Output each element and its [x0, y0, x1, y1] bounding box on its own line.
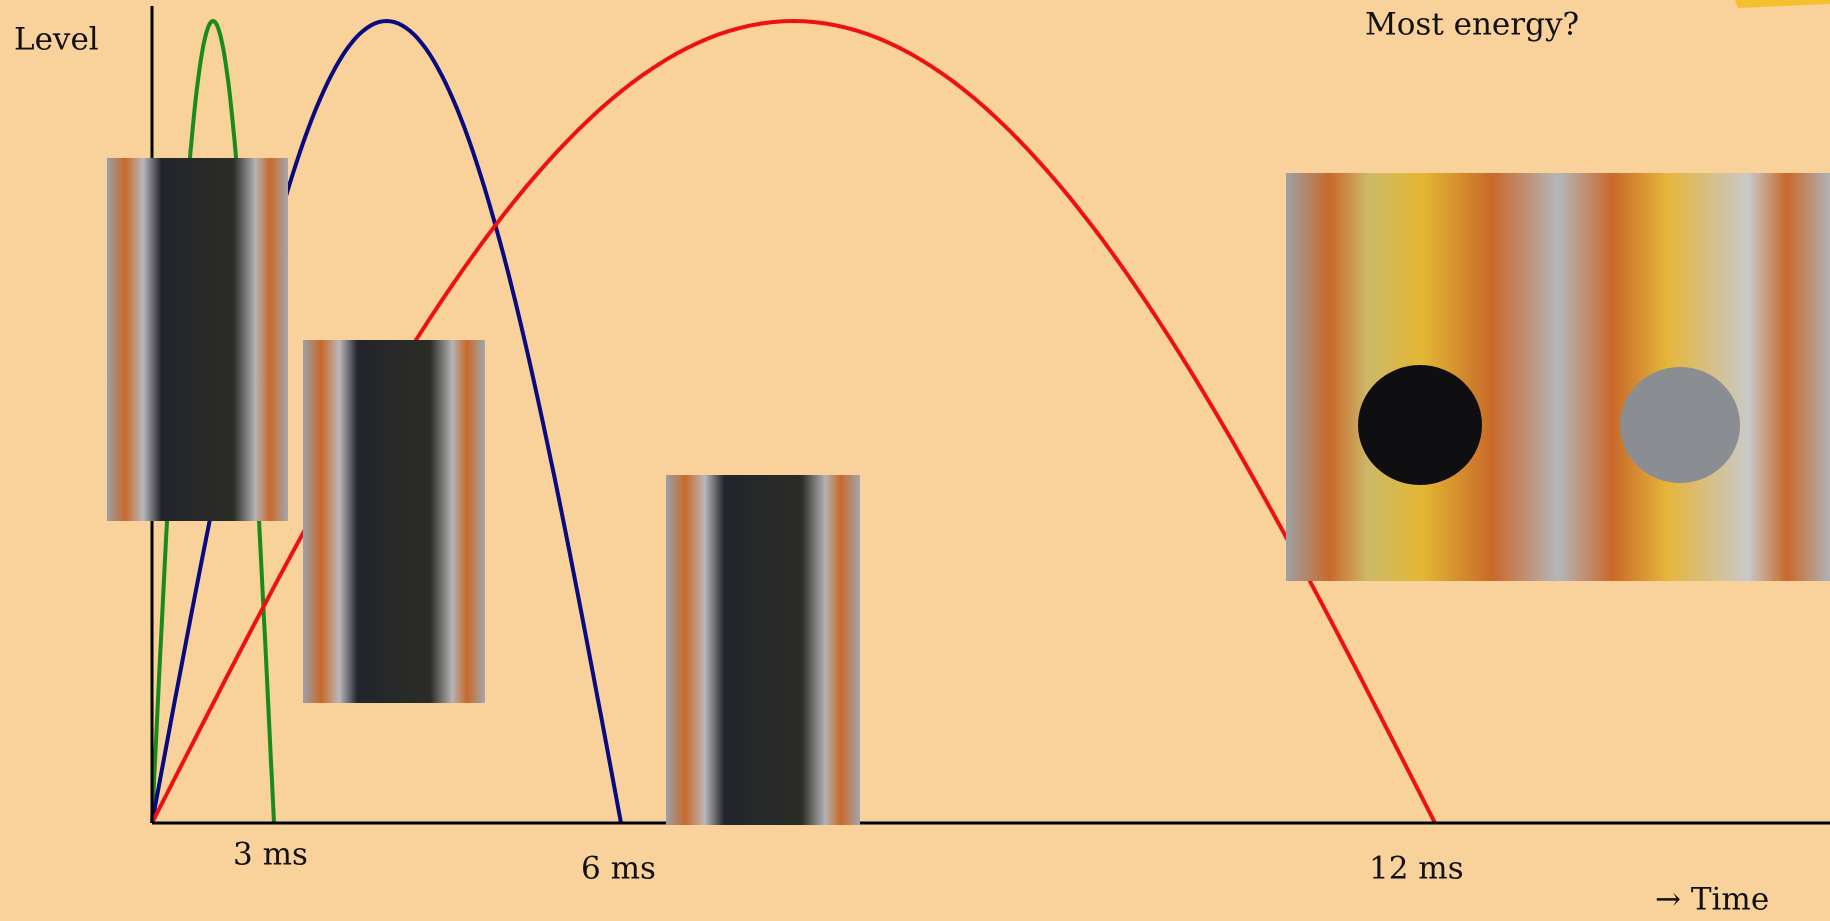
photo [1286, 173, 1830, 581]
slide: Level Most energy? 3 ms 6 ms 12 ms → Tim… [0, 0, 1830, 921]
page: Level Most energy? 3 ms 6 ms 12 ms → Tim… [0, 0, 1830, 921]
x-axis-label: → Time [1655, 882, 1769, 918]
photo [107, 158, 288, 521]
x-label: 6 ms [581, 851, 656, 887]
photo-detail [1358, 365, 1482, 485]
photo-detail [1620, 367, 1740, 483]
corner-decoration [1735, 0, 1830, 8]
x-label: 12 ms [1369, 851, 1464, 887]
photo [666, 475, 860, 825]
photo [303, 340, 485, 703]
question: Most energy? [1365, 7, 1579, 43]
x-label: 3 ms [233, 837, 308, 873]
y-axis-label: Level [14, 22, 99, 58]
